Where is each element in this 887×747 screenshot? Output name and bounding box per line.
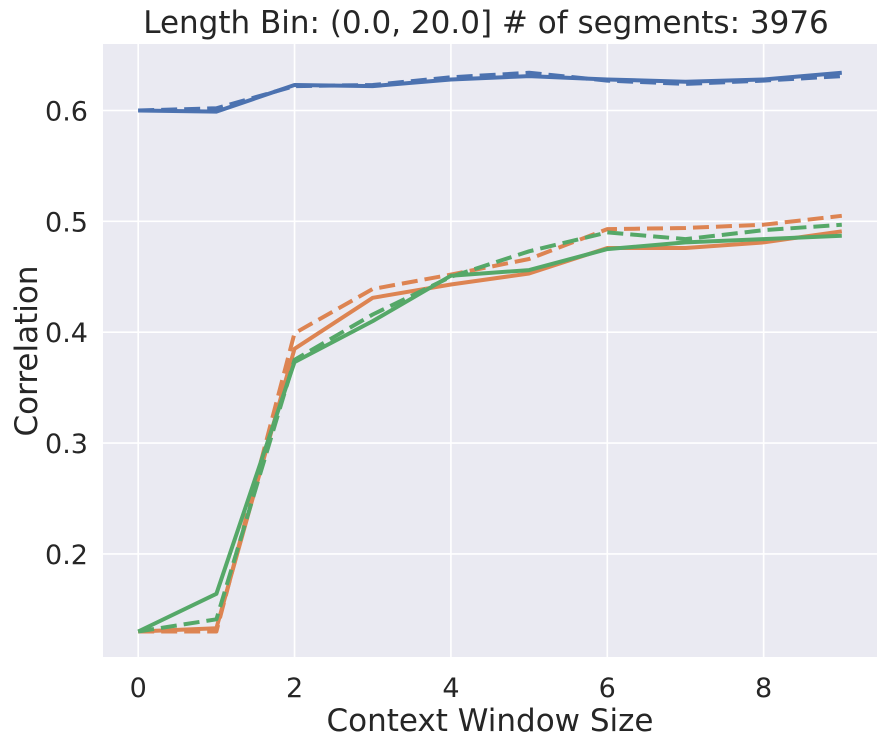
x-tick-labels: 0 2 4 6 8 <box>130 673 773 704</box>
x-tick-label: 6 <box>599 673 616 704</box>
x-tick-label: 4 <box>442 673 459 704</box>
series-line-solid <box>137 233 842 634</box>
y-tick-label: 0.2 <box>45 540 88 571</box>
chart-title: Length Bin: (0.0, 20.0] # of segments: 3… <box>143 5 829 41</box>
series-lines <box>137 70 843 634</box>
y-tick-label: 0.6 <box>45 97 88 128</box>
plot-background <box>103 44 877 657</box>
series-line-dashed <box>137 222 842 634</box>
x-tick-label: 2 <box>286 673 303 704</box>
y-axis-label: Correlation <box>9 266 45 437</box>
y-tick-label: 0.3 <box>45 429 88 460</box>
series-line-solid <box>138 70 842 114</box>
x-axis-label: Context Window Size <box>326 703 653 739</box>
y-tick-label: 0.4 <box>45 318 88 349</box>
x-tick-label: 0 <box>130 673 147 704</box>
x-tick-label: 8 <box>755 673 772 704</box>
y-tick-labels: 0.2 0.3 0.4 0.5 0.6 <box>45 97 88 571</box>
y-tick-label: 0.5 <box>45 207 88 238</box>
grid-lines <box>103 44 877 657</box>
